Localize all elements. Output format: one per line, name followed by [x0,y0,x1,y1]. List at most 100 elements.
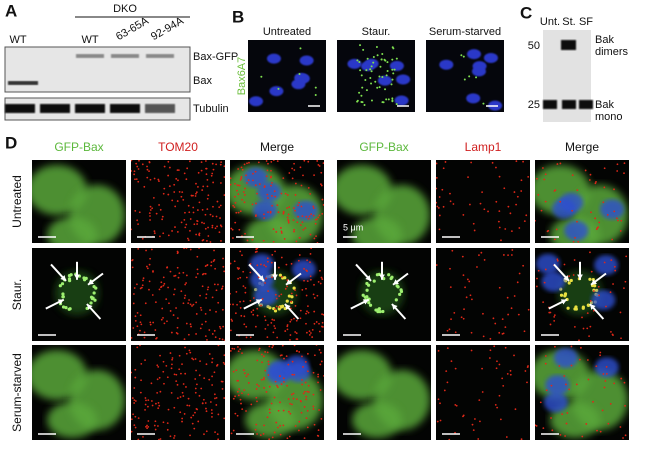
red-dot [247,179,250,181]
red-dot [535,285,538,288]
nucleus [253,199,278,220]
red-dot [522,160,524,163]
red-dot [578,358,581,361]
red-dot [208,353,211,355]
red-dot [605,305,607,308]
red-dot [147,405,149,408]
red-dot [271,318,274,321]
red-dot [187,333,190,336]
red-dot [281,276,283,278]
red-dot [610,259,613,262]
red-dot [131,160,133,162]
red-dot [623,172,625,175]
condition-label: Serum-starved [429,26,501,38]
arrow-head [365,275,371,281]
red-dot [462,414,465,417]
red-dot [162,360,165,363]
red-dot [549,323,552,326]
red-dot [462,214,465,216]
red-dot [476,266,478,268]
red-dot [134,400,137,402]
red-dot [603,261,606,264]
red-dot [146,165,148,168]
red-dot [182,271,185,274]
red-dot [197,186,199,188]
red-dot [142,277,145,280]
red-dot [571,174,574,176]
red-dot [306,280,309,283]
red-dot [309,192,312,195]
red-dot [270,184,272,187]
red-dot [134,426,137,429]
red-dot [239,210,242,213]
red-dot [199,327,202,330]
red-dot [274,250,276,253]
red-dot [616,170,619,172]
red-dot [275,421,278,424]
red-dot [141,237,144,240]
red-dot [436,187,438,190]
red-dot [496,360,498,363]
red-dot [149,205,152,208]
red-dot [515,160,518,163]
red-dot [167,193,170,196]
red-dot [491,161,494,164]
red-dot [132,327,135,329]
red-dot [290,262,293,265]
red-dot [516,281,519,284]
red-dot [174,274,177,277]
red-dot [321,321,324,324]
red-dot [232,429,235,432]
red-dot [146,176,149,179]
red-dot [258,349,260,352]
stain-dot [376,54,379,57]
red-dot [544,268,547,271]
red-dot [267,374,270,376]
red-dot [620,219,623,222]
red-dot [176,169,179,172]
red-dot [196,223,199,225]
red-dot [213,329,216,332]
red-dot [436,264,438,266]
red-dot [613,265,616,268]
red-dot [294,209,296,212]
red-dot [294,194,297,196]
red-dot [625,255,628,258]
red-dot [498,175,501,178]
bax-cluster [89,301,93,305]
red-dot [133,399,136,402]
red-dot [615,217,618,220]
red-dot [559,200,562,203]
panel-label: A [5,1,17,20]
red-dot [505,436,508,438]
red-dot [273,396,276,399]
red-dot [230,227,233,230]
red-dot [303,160,306,162]
red-dot [174,226,176,228]
red-dot [507,205,510,208]
red-dot [609,402,612,405]
red-dot [233,260,236,263]
red-dot [201,208,204,211]
red-dot [288,172,291,174]
red-dot [313,322,316,325]
red-dot [620,377,623,380]
red-dot [206,239,208,242]
red-dot [206,185,209,188]
red-dot [245,174,247,177]
red-dot [195,233,198,236]
stain-dot [356,59,359,62]
red-dot [134,368,137,371]
red-dot [507,313,510,316]
red-dot [319,363,322,366]
red-dot [195,333,197,335]
band [5,104,35,113]
red-dot [196,209,199,211]
nucleus [249,96,264,107]
red-dot [527,308,530,311]
red-dot [286,194,289,196]
red-dot [603,386,606,389]
red-dot [497,220,500,223]
red-dot [194,378,197,380]
red-dot [310,332,312,334]
